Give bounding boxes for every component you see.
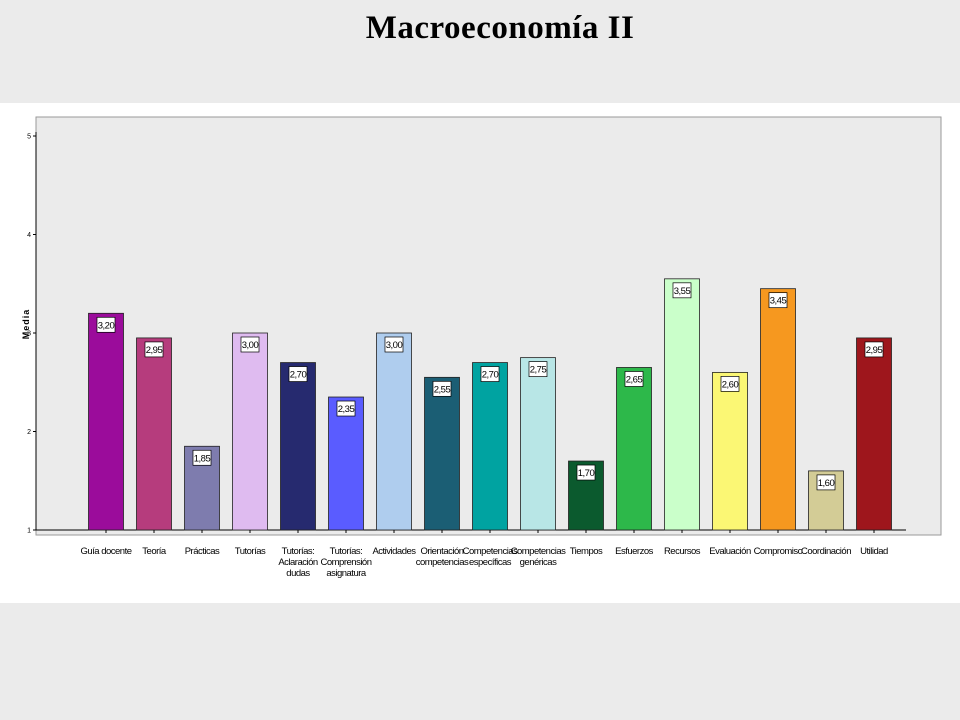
x-category-label: Actividades: [372, 546, 416, 557]
bar: [376, 332, 412, 531]
x-category-label: Tutorías: Aclaración dudas: [278, 546, 318, 579]
data-label-box: [528, 361, 548, 377]
x-category-label: Utilidad: [860, 546, 888, 557]
y-tick-label: 1: [27, 528, 31, 535]
data-label-box: [816, 474, 836, 491]
data-label: 1,60: [818, 478, 835, 489]
y-tick-label: 4: [27, 232, 31, 239]
data-label: 2,95: [866, 345, 883, 356]
data-label: 1,85: [194, 453, 211, 464]
x-category-label: Evaluación: [709, 546, 751, 557]
bars-group: 3,20 2,95 1,85 3,00 2,70 2,35 3,00 2,55 2,70 2,75…: [88, 278, 892, 531]
bar: [664, 278, 700, 531]
bar: [616, 367, 652, 531]
data-label: 2,60: [722, 379, 739, 390]
bar: [856, 337, 892, 531]
x-category-label: Orientación competencias: [416, 546, 469, 568]
bar: [712, 371, 748, 531]
data-label-box: [864, 341, 884, 358]
data-label: 2,55: [434, 384, 451, 395]
y-tick-label: 2: [27, 429, 31, 436]
data-label-box: [288, 366, 308, 382]
data-label: 3,55: [674, 286, 691, 297]
x-axis-labels: Guía docente Teoría Prácticas Tutorías Tutor…: [80, 530, 889, 579]
x-category-label: Competencias específicas: [463, 546, 518, 568]
data-label: 2,75: [530, 365, 547, 376]
bar: [232, 332, 268, 531]
bar: [88, 312, 124, 531]
data-label-box: [336, 400, 356, 417]
x-category-label: Tiempos: [570, 546, 603, 557]
data-label: 3,20: [98, 320, 115, 331]
data-label: 3,00: [386, 340, 403, 351]
data-label-box: [96, 316, 116, 333]
data-label: 1,70: [578, 468, 595, 479]
x-category-label: Tutorías: [235, 546, 266, 557]
bar: [760, 288, 796, 531]
bar: [328, 396, 364, 531]
chart-panel: 1 2 3 4 5 3,20 2,95 1,85 3,00 2,70 2,35 3,00 2,55 2,…: [0, 103, 960, 603]
data-label: 3,45: [770, 296, 787, 307]
x-category-label: Coordinación: [801, 546, 851, 557]
data-label-box: [576, 464, 596, 481]
x-category-label: Competencias genéricas: [511, 546, 566, 568]
data-label-box: [240, 336, 260, 353]
data-label-box: [432, 380, 452, 397]
data-label: 2,95: [146, 345, 163, 356]
data-label: 2,70: [482, 370, 499, 381]
bar: [280, 362, 316, 531]
y-tick-label: 5: [27, 134, 31, 141]
data-label-box: [144, 341, 164, 358]
x-category-label: Prácticas: [185, 546, 220, 557]
x-category-label: Compromiso: [754, 546, 803, 557]
y-tick-label: 3: [27, 331, 31, 338]
data-label-box: [672, 282, 692, 299]
bar-chart: 1 2 3 4 5 3,20 2,95 1,85 3,00 2,70 2,35 3,00 2,55 2,…: [21, 116, 942, 579]
bar: [472, 362, 508, 531]
x-category-label: Esfuerzos: [615, 546, 653, 557]
data-label-box: [720, 376, 740, 392]
slide-title: Macroeconomía II: [365, 10, 635, 46]
bar: [424, 376, 460, 531]
data-label-box: [480, 366, 500, 382]
x-category-label: Guía docente: [80, 546, 131, 557]
data-label-box: [768, 292, 788, 309]
x-category-label: Recursos: [664, 546, 701, 557]
x-category-label: Tutorías: Comprensión asignatura: [321, 546, 372, 579]
data-label: 2,70: [290, 370, 307, 381]
data-label-box: [192, 449, 212, 466]
data-label-box: [384, 336, 404, 353]
data-label: 2,65: [626, 374, 643, 385]
data-label-box: [624, 371, 644, 387]
data-label: 3,00: [242, 340, 259, 351]
bar: [136, 337, 172, 531]
y-axis-title: Media: [21, 309, 31, 340]
data-label: 2,35: [338, 404, 355, 415]
bar: [520, 357, 556, 531]
x-category-label: Teoría: [142, 546, 167, 557]
